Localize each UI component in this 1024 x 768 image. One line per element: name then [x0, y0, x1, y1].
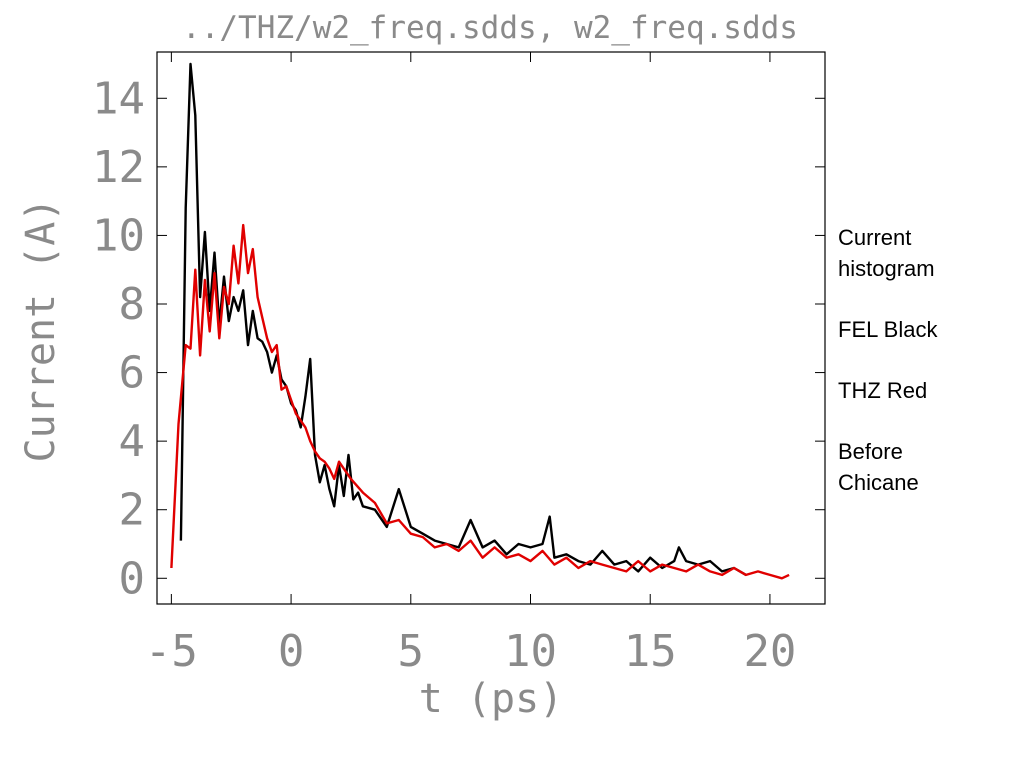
series-layer — [170, 62, 790, 580]
y-axis-label: Current (A) — [18, 198, 64, 463]
series-line-black — [179, 62, 747, 576]
plot-frame — [156, 51, 826, 605]
note-current: Current — [838, 225, 912, 250]
y-tick-label: 6 — [119, 348, 146, 399]
note-fel-black: FEL Black — [838, 317, 938, 342]
note-before: Before — [838, 439, 903, 464]
note-histogram: histogram — [838, 256, 935, 281]
x-tick-label: 5 — [398, 626, 425, 677]
note-spacer — [838, 406, 1018, 436]
y-tick-label: 8 — [119, 279, 146, 330]
y-tick-label: 12 — [92, 142, 145, 193]
x-tick-label: 10 — [504, 626, 557, 677]
y-tick-label: 4 — [119, 416, 146, 467]
x-tick-label: 0 — [278, 626, 305, 677]
x-tick-label: 15 — [624, 626, 677, 677]
chart-title: ../THZ/w2_freq.sdds, w2_freq.sdds — [182, 10, 798, 46]
x-axis-label: t (ps) — [419, 676, 564, 722]
note-chicane: Chicane — [838, 470, 919, 495]
y-tick-label: 2 — [119, 485, 146, 536]
axis-ticks — [157, 52, 825, 604]
note-thz-red: THZ Red — [838, 378, 928, 403]
x-tick-label: -5 — [145, 626, 198, 677]
series-line-red — [170, 223, 790, 580]
x-tick-label: 20 — [743, 626, 796, 677]
note-spacer — [838, 345, 1018, 375]
tick-labels: -5 0 5 10 15 20 0 2 4 6 8 10 12 14 — [92, 73, 796, 677]
annotation-panel: Current histogram FEL Black THZ Red Befo… — [838, 222, 1018, 498]
y-tick-label: 10 — [92, 210, 145, 261]
y-tick-label: 0 — [119, 553, 146, 604]
y-tick-label: 14 — [92, 73, 145, 124]
note-spacer — [838, 284, 1018, 314]
